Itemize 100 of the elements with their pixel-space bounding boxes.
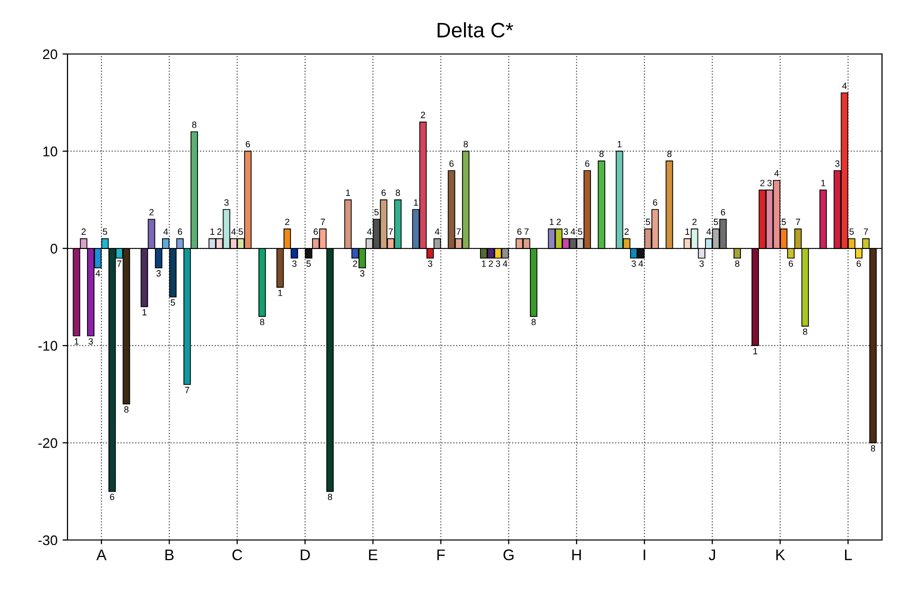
text: 4: [774, 170, 779, 176]
text: 3: [835, 160, 840, 167]
text: 8: [532, 318, 536, 326]
text: 5: [102, 228, 108, 235]
text: 5: [306, 260, 311, 267]
text: 8: [803, 328, 808, 335]
text: 6: [856, 260, 861, 267]
text: 8: [396, 190, 400, 196]
chart-title: Delta C*: [438, 22, 514, 38]
text: 5: [238, 228, 243, 235]
text: 4: [570, 228, 576, 235]
text: 5: [782, 218, 786, 226]
text: 8: [870, 445, 876, 452]
text: 6: [110, 494, 114, 500]
series-label: 8: [124, 406, 128, 413]
text: 2: [217, 228, 222, 235]
text: 1: [346, 190, 350, 196]
text: 2: [760, 180, 764, 186]
text: 6: [178, 228, 182, 235]
text: 1: [414, 199, 418, 206]
y-tick-label: -10: [38, 340, 58, 351]
text: 1: [482, 260, 486, 267]
text: 2: [692, 218, 697, 226]
text: 4: [842, 82, 847, 89]
text: 3: [564, 228, 568, 235]
y-tick-label: -30: [38, 535, 58, 546]
text: 4: [706, 228, 711, 235]
y-tick-label: 20: [43, 49, 58, 60]
series-label: 3: [88, 338, 93, 345]
series-label: 6: [788, 260, 793, 267]
text: 3: [699, 260, 704, 267]
text: 2: [285, 218, 290, 226]
text: 2: [149, 208, 154, 216]
text: 6: [449, 160, 454, 167]
text: 7: [388, 228, 393, 235]
text: 5: [849, 228, 854, 235]
text: 1: [278, 290, 282, 296]
x-tick-label: B: [165, 550, 174, 560]
text: 1: [686, 228, 690, 235]
text: 3: [496, 260, 500, 267]
x-tick-label: F: [437, 550, 445, 560]
x-tick-label: I: [644, 550, 646, 560]
text: 6: [517, 228, 522, 235]
text: 6: [653, 199, 658, 206]
y-tick-label: 10: [43, 146, 58, 156]
text: 8: [260, 318, 264, 326]
text: 6: [720, 208, 726, 216]
x-tick-label: H: [572, 550, 581, 560]
x-tick-label: D: [300, 550, 310, 560]
text: 5: [714, 218, 718, 226]
text: 8: [328, 494, 332, 500]
text: 7: [320, 218, 325, 226]
text: 8: [192, 122, 196, 128]
text: 3: [428, 260, 432, 267]
text: 1: [821, 180, 826, 186]
text: 7: [524, 228, 529, 235]
text: 7: [864, 228, 868, 235]
series-label: 4: [96, 270, 100, 276]
text: 8: [667, 150, 672, 158]
text: 4: [502, 260, 508, 267]
text: 4: [367, 228, 372, 235]
text: 4: [231, 228, 236, 235]
text: 3: [360, 270, 364, 277]
text: 3: [224, 199, 229, 206]
text: 6: [382, 190, 386, 196]
text: 2: [420, 112, 426, 118]
text: 3: [156, 270, 161, 277]
text: 8: [464, 140, 468, 148]
text: 1: [210, 228, 214, 235]
y-tick-label: 0: [50, 244, 58, 254]
text: 6: [585, 160, 590, 167]
text: 7: [796, 218, 800, 226]
text: 3: [632, 260, 636, 267]
text: 5: [374, 209, 379, 216]
text: 3: [767, 180, 772, 186]
x-tick-label: J: [708, 550, 715, 560]
text: 1: [618, 141, 622, 148]
text: 4: [638, 260, 644, 267]
y-tick-label: -20: [38, 438, 58, 448]
x-tick-label: E: [369, 550, 378, 560]
text: 5: [578, 228, 582, 235]
x-tick-label: K: [776, 550, 786, 560]
text: 4: [163, 228, 168, 235]
text: 4: [434, 228, 440, 235]
series-label: 1: [142, 309, 146, 316]
text: 3: [292, 260, 296, 267]
text: 8: [735, 260, 740, 267]
text: 2: [488, 260, 493, 267]
text: 1: [550, 218, 554, 226]
text: 6: [314, 228, 318, 235]
x-tick-label: C: [232, 549, 242, 560]
x-tick-label: L: [845, 550, 852, 560]
text: 8: [599, 150, 604, 158]
text: 7: [117, 260, 122, 267]
text: 1: [753, 348, 758, 354]
text: 2: [82, 228, 86, 235]
text: 5: [646, 218, 650, 226]
text: 1: [74, 338, 79, 345]
series-label: 7: [185, 386, 190, 394]
series-label: 2: [353, 260, 358, 267]
